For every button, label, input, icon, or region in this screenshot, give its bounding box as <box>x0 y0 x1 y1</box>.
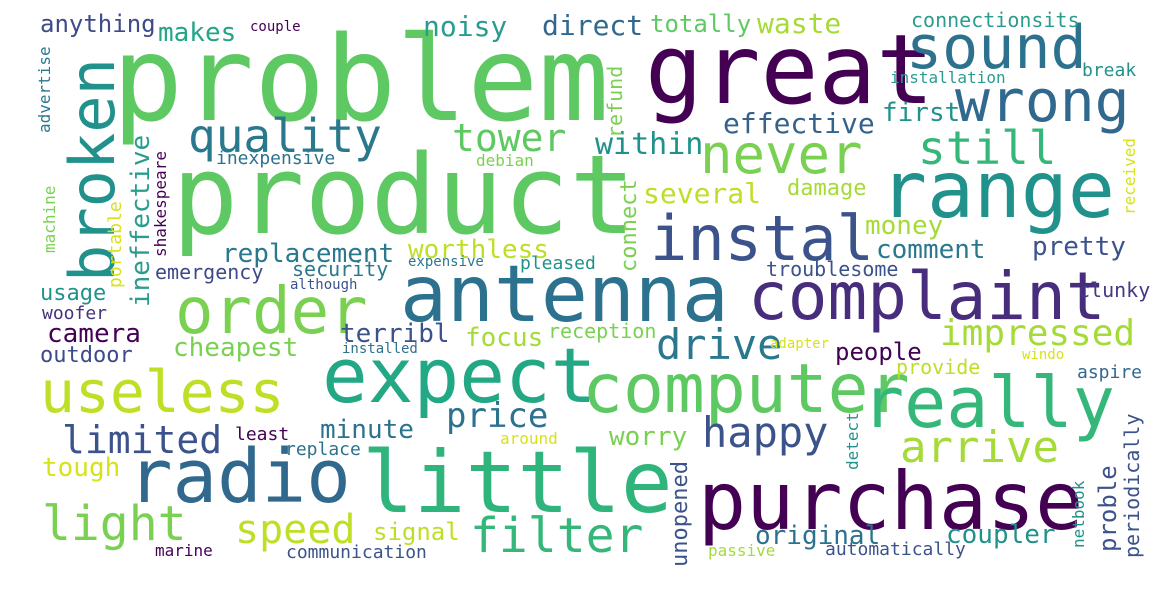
word-within: within <box>595 127 704 162</box>
word-expect: expect <box>322 331 597 420</box>
word-passive: passive <box>708 541 776 560</box>
word-detect: detect <box>843 412 862 470</box>
word-waste: waste <box>757 7 842 40</box>
word-automatically: automatically <box>825 539 966 560</box>
word-expensive: expensive <box>408 254 484 270</box>
word-refund: refund <box>603 65 627 138</box>
word-still: still <box>918 121 1057 175</box>
word-noisy: noisy <box>423 10 508 43</box>
word-several: several <box>643 177 762 210</box>
word-machine: machine <box>40 185 59 253</box>
word-replace: replace <box>285 439 361 460</box>
word-minute: minute <box>320 415 414 445</box>
word-first: first <box>882 98 961 128</box>
word-product: product <box>172 131 636 259</box>
word-speed: speed <box>235 507 356 553</box>
word-worry: worry <box>609 422 688 452</box>
word-tough: tough <box>42 453 121 483</box>
word-computer: computer <box>582 350 910 429</box>
word-netbook: netbook <box>1069 480 1088 548</box>
word-around: around <box>500 429 558 448</box>
word-advertise: advertise <box>35 46 54 133</box>
word-inexpensive: inexpensive <box>216 148 336 169</box>
word-quality: quality <box>188 109 382 163</box>
word-connectionsits: connectionsits <box>911 8 1080 32</box>
word-connect: connect <box>617 179 642 272</box>
word-woofer: woofer <box>42 303 108 324</box>
word-money: money <box>865 211 944 241</box>
word-security: security <box>292 257 389 281</box>
word-worthless: worthless <box>408 235 549 265</box>
word-makes: makes <box>158 18 237 48</box>
word-camera: camera <box>47 319 141 349</box>
word-although: although <box>290 277 358 293</box>
word-price: price <box>446 396 549 436</box>
word-happy: happy <box>702 408 829 457</box>
word-light: light <box>42 496 187 552</box>
word-cheapest: cheapest <box>173 333 299 363</box>
word-effective: effective <box>723 107 875 140</box>
word-really: really <box>862 362 1115 444</box>
word-purchase: purchase <box>698 455 1084 548</box>
word-shakespeare: shakespeare <box>151 151 170 257</box>
word-limited: limited <box>62 418 223 462</box>
word-order: order <box>175 275 368 349</box>
word-tower: tower <box>452 116 567 160</box>
word-couple: couple <box>250 19 301 35</box>
word-aspire: aspire <box>1077 362 1143 383</box>
word-unopened: unopened <box>668 461 693 567</box>
word-focus: focus <box>465 323 544 353</box>
word-reception: reception <box>548 319 657 343</box>
word-direct: direct <box>542 9 644 42</box>
word-usage: usage <box>40 281 107 306</box>
word-arrive: arrive <box>900 422 1059 473</box>
word-people: people <box>835 338 922 366</box>
word-coupler: coupler <box>946 520 1056 550</box>
word-pleased: pleased <box>520 253 596 274</box>
word-anything: anything <box>40 10 156 38</box>
word-emergency: emergency <box>155 260 264 284</box>
word-installed: installed <box>342 341 418 357</box>
word-debian: debian <box>476 151 534 170</box>
word-problem: problem <box>112 10 610 148</box>
word-periodically: periodically <box>1120 413 1144 559</box>
word-antenna: antenna <box>400 250 729 340</box>
word-installation: installation <box>890 68 1006 87</box>
word-pretty: pretty <box>1032 232 1126 262</box>
word-filter: filter <box>470 508 644 564</box>
word-replacement: replacement <box>222 239 395 269</box>
word-proble: proble <box>1094 465 1122 552</box>
word-radio: radio <box>128 434 351 520</box>
word-adapter: adapter <box>770 336 830 352</box>
word-marine: marine <box>155 541 213 560</box>
word-complaint: complaint <box>748 258 1106 335</box>
word-totally: totally <box>650 10 752 38</box>
word-range: range <box>880 146 1115 236</box>
word-useless: useless <box>40 358 285 426</box>
word-great: great <box>645 14 934 126</box>
word-comment: comment <box>876 235 986 265</box>
word-damage: damage <box>787 176 867 201</box>
word-drive: drive <box>656 320 783 369</box>
word-signal: signal <box>373 518 460 546</box>
word-wrong: wrong <box>955 67 1130 135</box>
word-original: original <box>755 521 881 551</box>
word-clunky: clunky <box>1078 278 1151 302</box>
word-sound: sound <box>906 13 1087 83</box>
word-little: little <box>362 433 673 533</box>
word-outdoor: outdoor <box>40 343 133 368</box>
word-impressed: impressed <box>940 313 1136 354</box>
word-terribl: terribl <box>340 319 450 349</box>
word-received: received <box>1120 137 1139 215</box>
word-communication: communication <box>286 542 427 563</box>
word-break: break <box>1082 60 1137 81</box>
word-portable: portable <box>105 201 126 288</box>
word-least: least <box>235 424 290 445</box>
word-never: never <box>700 123 863 186</box>
word-instal: instal <box>650 202 874 275</box>
word-troublesome: troublesome <box>766 257 899 281</box>
word-windo: windo <box>1022 347 1065 363</box>
word-provide: provide <box>896 355 981 379</box>
